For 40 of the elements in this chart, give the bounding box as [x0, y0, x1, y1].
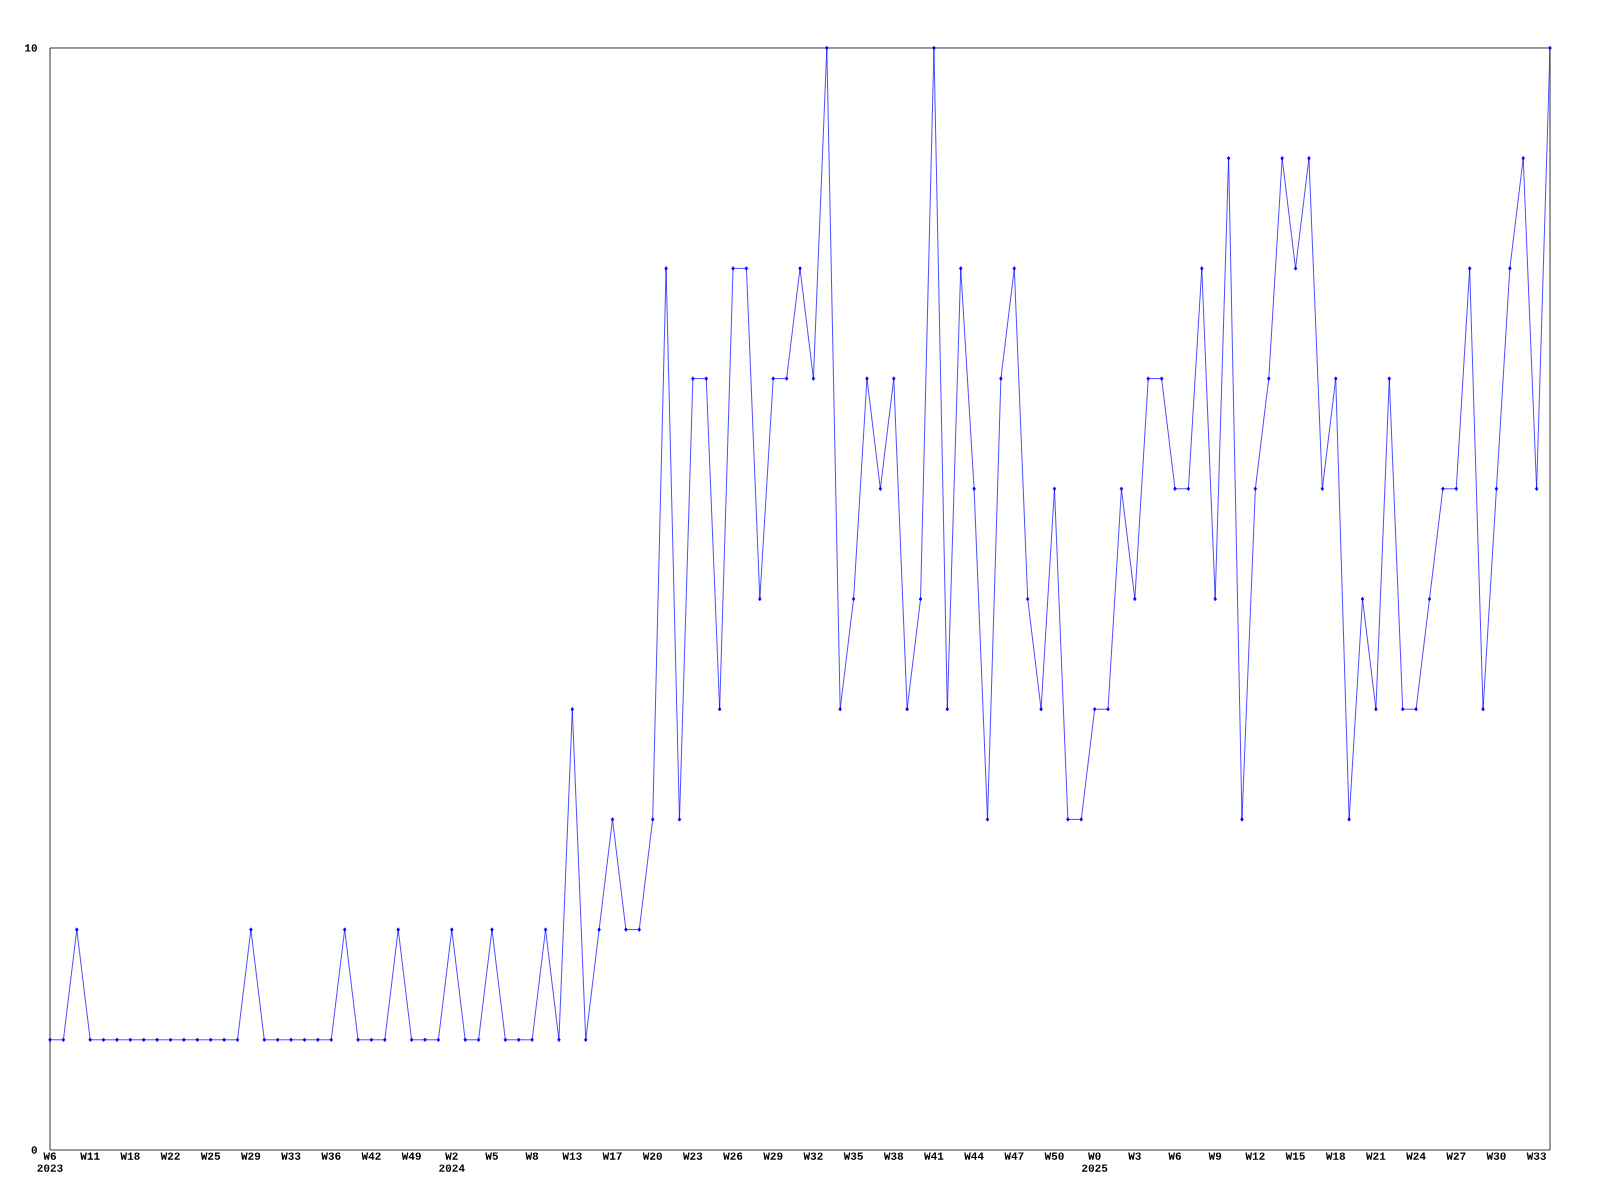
x-tick-label: W32 — [803, 1152, 823, 1160]
x-tick-label: W22 — [160, 1152, 180, 1160]
x-tick-label: W33 — [1526, 1152, 1546, 1160]
x-tick-label: W29 — [763, 1152, 783, 1160]
x-tick-label: W9 — [1208, 1152, 1222, 1160]
x-tick-label: W38 — [883, 1152, 904, 1160]
y-tick-label: 0 — [31, 1146, 37, 1154]
x-tick-label: W18 — [120, 1152, 140, 1160]
x-tick-label: W3 — [1128, 1152, 1141, 1160]
y-tick-label: 10 — [25, 44, 37, 52]
x-tick-label: W27 — [1446, 1152, 1466, 1160]
x-tick-label: W15 — [1285, 1152, 1305, 1160]
x-tick-label: W36 — [321, 1152, 341, 1160]
x-tick-label: W13 — [562, 1152, 582, 1160]
x-tick-label: W6 2023 — [37, 1152, 63, 1172]
x-tick-label: W41 — [924, 1152, 944, 1160]
x-tick-label: W24 — [1406, 1152, 1426, 1160]
x-tick-label: W49 — [401, 1152, 421, 1160]
x-tick-label: W47 — [1004, 1152, 1024, 1160]
x-tick-label: W6 — [1168, 1152, 1181, 1160]
x-tick-label: W21 — [1366, 1152, 1386, 1160]
x-tick-label: W35 — [843, 1152, 863, 1160]
x-tick-label: W0 2025 — [1082, 1152, 1108, 1172]
x-tick-label: W33 — [281, 1152, 301, 1160]
x-tick-label: W18 — [1325, 1152, 1346, 1160]
x-tick-label: W11 — [80, 1152, 100, 1160]
x-tick-label: W26 — [723, 1152, 743, 1160]
x-tick-label: W2 2024 — [439, 1152, 465, 1172]
x-tick-label: W8 — [525, 1152, 539, 1160]
x-tick-label: W5 — [485, 1152, 498, 1160]
x-tick-label: W12 — [1245, 1152, 1265, 1160]
x-tick-label: W20 — [642, 1152, 662, 1160]
x-tick-label: W42 — [361, 1152, 381, 1160]
x-tick-label: W25 — [200, 1152, 221, 1160]
x-tick-label: W50 — [1044, 1152, 1064, 1160]
x-tick-label: W30 — [1486, 1152, 1506, 1160]
x-tick-label: W23 — [682, 1152, 703, 1160]
x-tick-label: W29 — [241, 1152, 261, 1160]
x-tick-label: W17 — [602, 1152, 622, 1160]
x-tick-label: W44 — [964, 1152, 984, 1160]
